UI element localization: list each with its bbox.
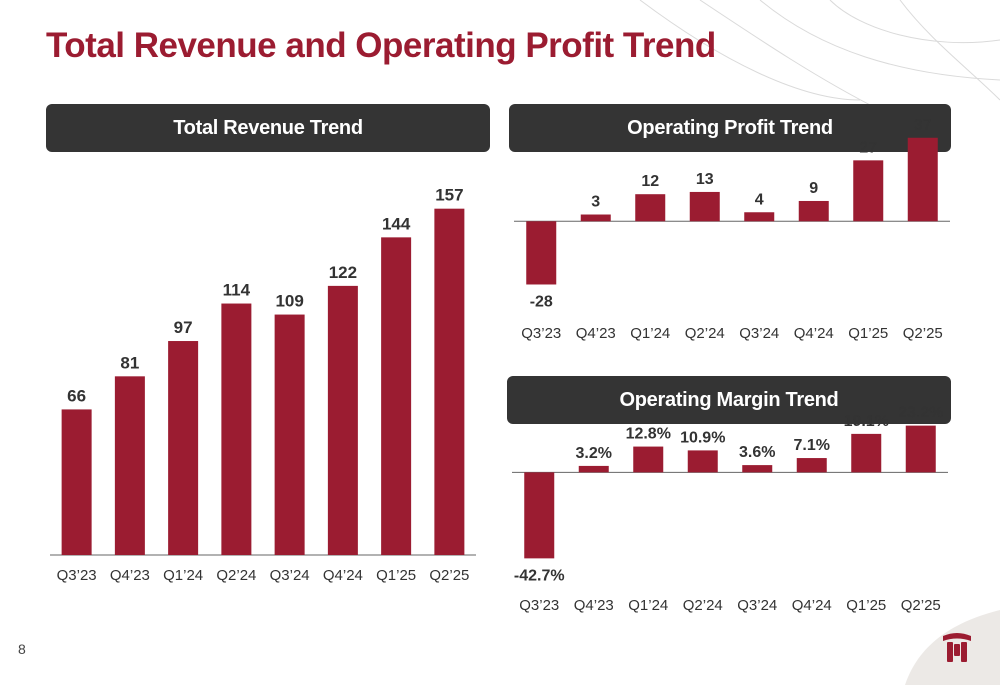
bar-3	[221, 303, 252, 555]
bar-7	[905, 425, 936, 473]
bar-5	[327, 285, 358, 555]
value-label-6: 27	[859, 139, 877, 156]
bar-0	[526, 221, 557, 285]
value-label-4: 3.6%	[739, 444, 775, 461]
value-label-0: -42.7%	[514, 567, 565, 584]
bar-0	[524, 472, 555, 559]
bar-2	[168, 341, 199, 555]
value-label-2: 12	[641, 173, 659, 190]
value-label-5: 7.1%	[794, 437, 830, 454]
bar-7	[907, 137, 938, 222]
value-label-2: 97	[174, 318, 193, 337]
x-tick-label-6: Q1’25	[846, 597, 886, 614]
value-label-4: 4	[755, 191, 764, 208]
bar-1	[578, 465, 609, 473]
x-tick-label-6: Q1’25	[848, 325, 888, 342]
x-tick-label-0: Q3’23	[57, 567, 97, 584]
value-label-6: 19.1%	[844, 413, 889, 430]
x-tick-label-0: Q3’23	[519, 597, 559, 614]
bar-6	[381, 237, 412, 555]
x-tick-label-2: Q1’24	[628, 597, 668, 614]
bar-7	[434, 208, 465, 556]
revenue-panel-header: Total Revenue Trend	[46, 104, 490, 152]
x-tick-label-3: Q2’24	[685, 325, 725, 342]
x-tick-label-7: Q2’25	[903, 325, 943, 342]
bar-5	[796, 458, 827, 473]
x-tick-label-3: Q2’24	[216, 567, 256, 584]
bar-0	[61, 409, 92, 555]
bar-6	[853, 160, 884, 222]
page-number: 8	[18, 641, 26, 657]
value-label-3: 13	[696, 171, 714, 188]
bar-1	[114, 376, 145, 555]
x-tick-label-4: Q3’24	[270, 567, 310, 584]
x-tick-label-3: Q2’24	[683, 597, 723, 614]
x-tick-label-1: Q4’23	[110, 567, 150, 584]
x-tick-label-4: Q3’24	[737, 597, 777, 614]
value-label-4: 109	[275, 292, 303, 311]
x-tick-label-5: Q4’24	[792, 597, 832, 614]
bar-4	[274, 314, 305, 555]
value-label-5: 9	[809, 180, 818, 197]
x-tick-label-7: Q2’25	[429, 567, 469, 584]
value-label-1: 3.2%	[576, 445, 612, 462]
value-label-2: 12.8%	[626, 426, 671, 443]
operating-profit-panel-header: Operating Profit Trend	[509, 104, 951, 152]
bar-3	[687, 450, 718, 473]
bar-5	[798, 200, 829, 222]
x-tick-label-1: Q4’23	[574, 597, 614, 614]
value-label-7: 23.2%	[898, 405, 943, 422]
value-label-7: 37	[914, 117, 932, 134]
operating-margin-panel-header: Operating Margin Trend	[507, 376, 951, 424]
value-label-0: -28	[530, 293, 553, 310]
x-tick-label-1: Q4’23	[576, 325, 616, 342]
bar-4	[744, 212, 775, 222]
value-label-1: 81	[120, 353, 139, 372]
bar-6	[851, 433, 882, 473]
x-tick-label-7: Q2’25	[901, 597, 941, 614]
value-label-7: 157	[435, 186, 463, 205]
bar-3	[689, 191, 720, 222]
bar-2	[633, 446, 664, 473]
value-label-5: 122	[329, 263, 357, 282]
bar-4	[742, 465, 773, 473]
x-tick-label-0: Q3’23	[521, 325, 561, 342]
x-tick-label-6: Q1’25	[376, 567, 416, 584]
x-tick-label-5: Q4’24	[794, 325, 834, 342]
value-label-0: 66	[67, 386, 86, 405]
x-tick-label-5: Q4’24	[323, 567, 363, 584]
x-tick-label-2: Q1’24	[630, 325, 670, 342]
company-logo-icon	[943, 633, 971, 662]
x-tick-label-4: Q3’24	[739, 325, 779, 342]
x-tick-label-2: Q1’24	[163, 567, 203, 584]
value-label-6: 144	[382, 214, 411, 233]
value-label-1: 3	[591, 194, 600, 211]
page-title: Total Revenue and Operating Profit Trend	[46, 26, 716, 65]
bar-2	[635, 194, 666, 222]
bar-1	[580, 214, 611, 222]
value-label-3: 10.9%	[680, 429, 725, 446]
value-label-3: 114	[223, 281, 251, 300]
